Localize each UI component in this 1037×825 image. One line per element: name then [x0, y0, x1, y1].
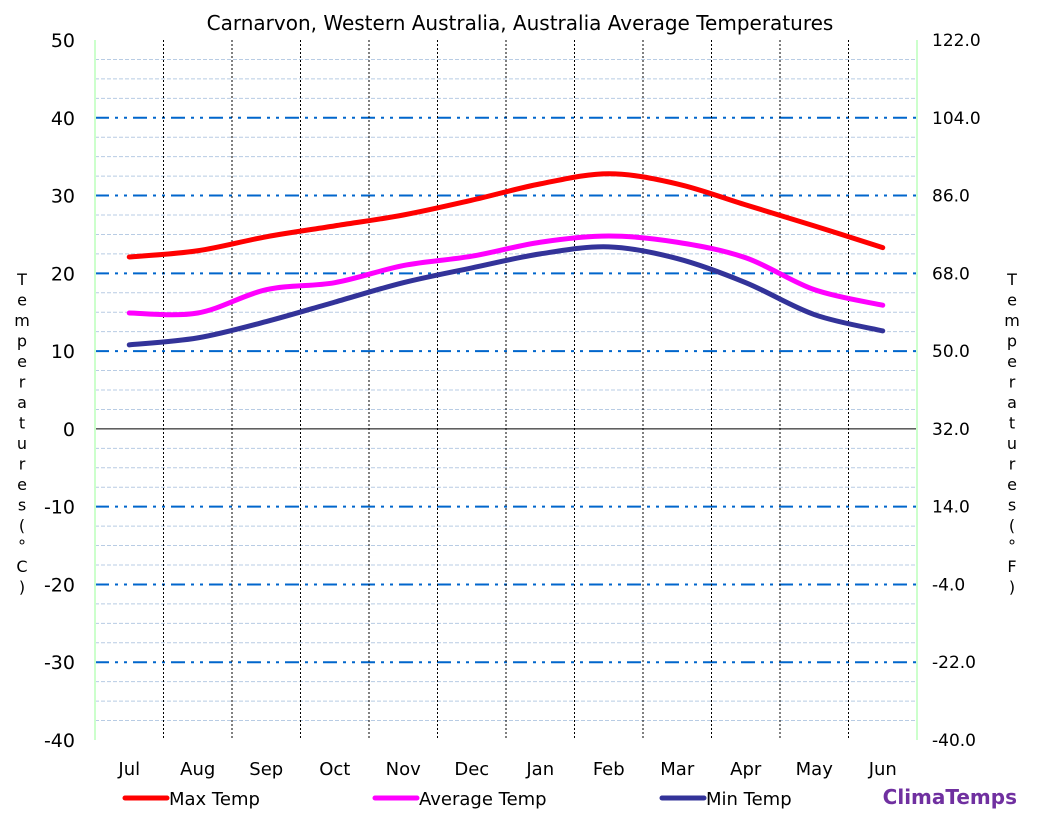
y-axis-title-left: r — [19, 373, 26, 392]
legend-label: Max Temp — [169, 789, 260, 810]
y-tick-left: -30 — [44, 652, 75, 674]
y-axis-title-left: r — [19, 455, 26, 474]
y-axis-title-right: s — [1008, 496, 1016, 515]
x-tick-label: Sep — [249, 759, 283, 780]
y-axis-title-right: a — [1007, 393, 1017, 412]
x-tick-label: Nov — [386, 759, 421, 780]
y-tick-left: 10 — [51, 341, 75, 363]
y-tick-right: 104.0 — [932, 109, 981, 129]
y-tick-left: 20 — [51, 263, 75, 285]
y-tick-right: 50.0 — [932, 342, 970, 362]
y-axis-title-left: T — [16, 270, 27, 289]
y-tick-right: 68.0 — [932, 264, 970, 284]
y-tick-right: -22.0 — [932, 653, 976, 673]
y-axis-title-left: s — [18, 496, 26, 515]
y-axis-title-left: m — [14, 311, 30, 330]
y-axis-title-left: e — [17, 291, 27, 310]
y-tick-left: 30 — [51, 186, 75, 208]
y-axis-title-right: r — [1009, 455, 1016, 474]
y-axis-title-right: m — [1004, 311, 1020, 330]
y-axis-title-left: e — [17, 352, 27, 371]
y-axis-title-right: t — [1009, 414, 1015, 433]
y-axis-title-right: F — [1007, 557, 1016, 576]
y-tick-right: -40.0 — [932, 731, 976, 751]
x-tick-label: Mar — [660, 759, 695, 780]
brand-logo: ClimaTemps — [883, 785, 1017, 809]
y-axis-title-right: e — [1007, 475, 1017, 494]
y-tick-left: -10 — [44, 497, 75, 519]
chart-title: Carnarvon, Western Australia, Australia … — [207, 11, 834, 35]
y-tick-right: 14.0 — [932, 498, 970, 518]
x-tick-label: Jul — [117, 759, 140, 780]
y-axis-title-left: p — [17, 332, 27, 351]
x-tick-label: Jun — [868, 759, 897, 780]
y-tick-right: 86.0 — [932, 187, 970, 207]
y-axis-title-left: t — [19, 414, 25, 433]
x-tick-label: Dec — [454, 759, 489, 780]
y-tick-right: 32.0 — [932, 420, 970, 440]
y-axis-title-right: p — [1007, 332, 1017, 351]
y-axis-title-right: e — [1007, 291, 1017, 310]
y-tick-right: 122.0 — [932, 31, 981, 51]
y-axis-title-left: ( — [19, 516, 25, 535]
y-axis-title-right: u — [1007, 434, 1017, 453]
y-axis-title-right: e — [1007, 352, 1017, 371]
x-tick-label: Oct — [319, 759, 350, 780]
y-tick-left: 50 — [51, 30, 75, 52]
y-axis-title-left: u — [17, 434, 27, 453]
x-tick-label: Jan — [525, 759, 554, 780]
y-axis-title-right: ° — [1008, 537, 1016, 556]
y-tick-left: 40 — [51, 108, 75, 130]
y-axis-title-left: C — [16, 557, 27, 576]
y-axis-title-right: T — [1006, 270, 1017, 289]
legend-label: Min Temp — [706, 789, 792, 810]
y-axis-title-left: e — [17, 475, 27, 494]
x-tick-label: Aug — [180, 759, 215, 780]
y-tick-left: -20 — [44, 574, 75, 596]
y-axis-title-right: r — [1009, 373, 1016, 392]
x-tick-label: Apr — [730, 759, 762, 780]
y-axis-title-left: a — [17, 393, 27, 412]
y-axis-title-left: ) — [19, 578, 25, 597]
y-axis-title-left: ° — [18, 537, 26, 556]
y-tick-right: -4.0 — [932, 575, 965, 595]
y-tick-left: 0 — [63, 419, 75, 441]
legend-label: Average Temp — [419, 789, 547, 810]
series-line-average-temp — [129, 236, 883, 315]
y-axis-title-right: ) — [1009, 578, 1015, 597]
y-tick-left: -40 — [44, 730, 75, 752]
x-tick-label: May — [796, 759, 834, 780]
x-tick-label: Feb — [593, 759, 625, 780]
y-axis-title-right: ( — [1009, 516, 1015, 535]
